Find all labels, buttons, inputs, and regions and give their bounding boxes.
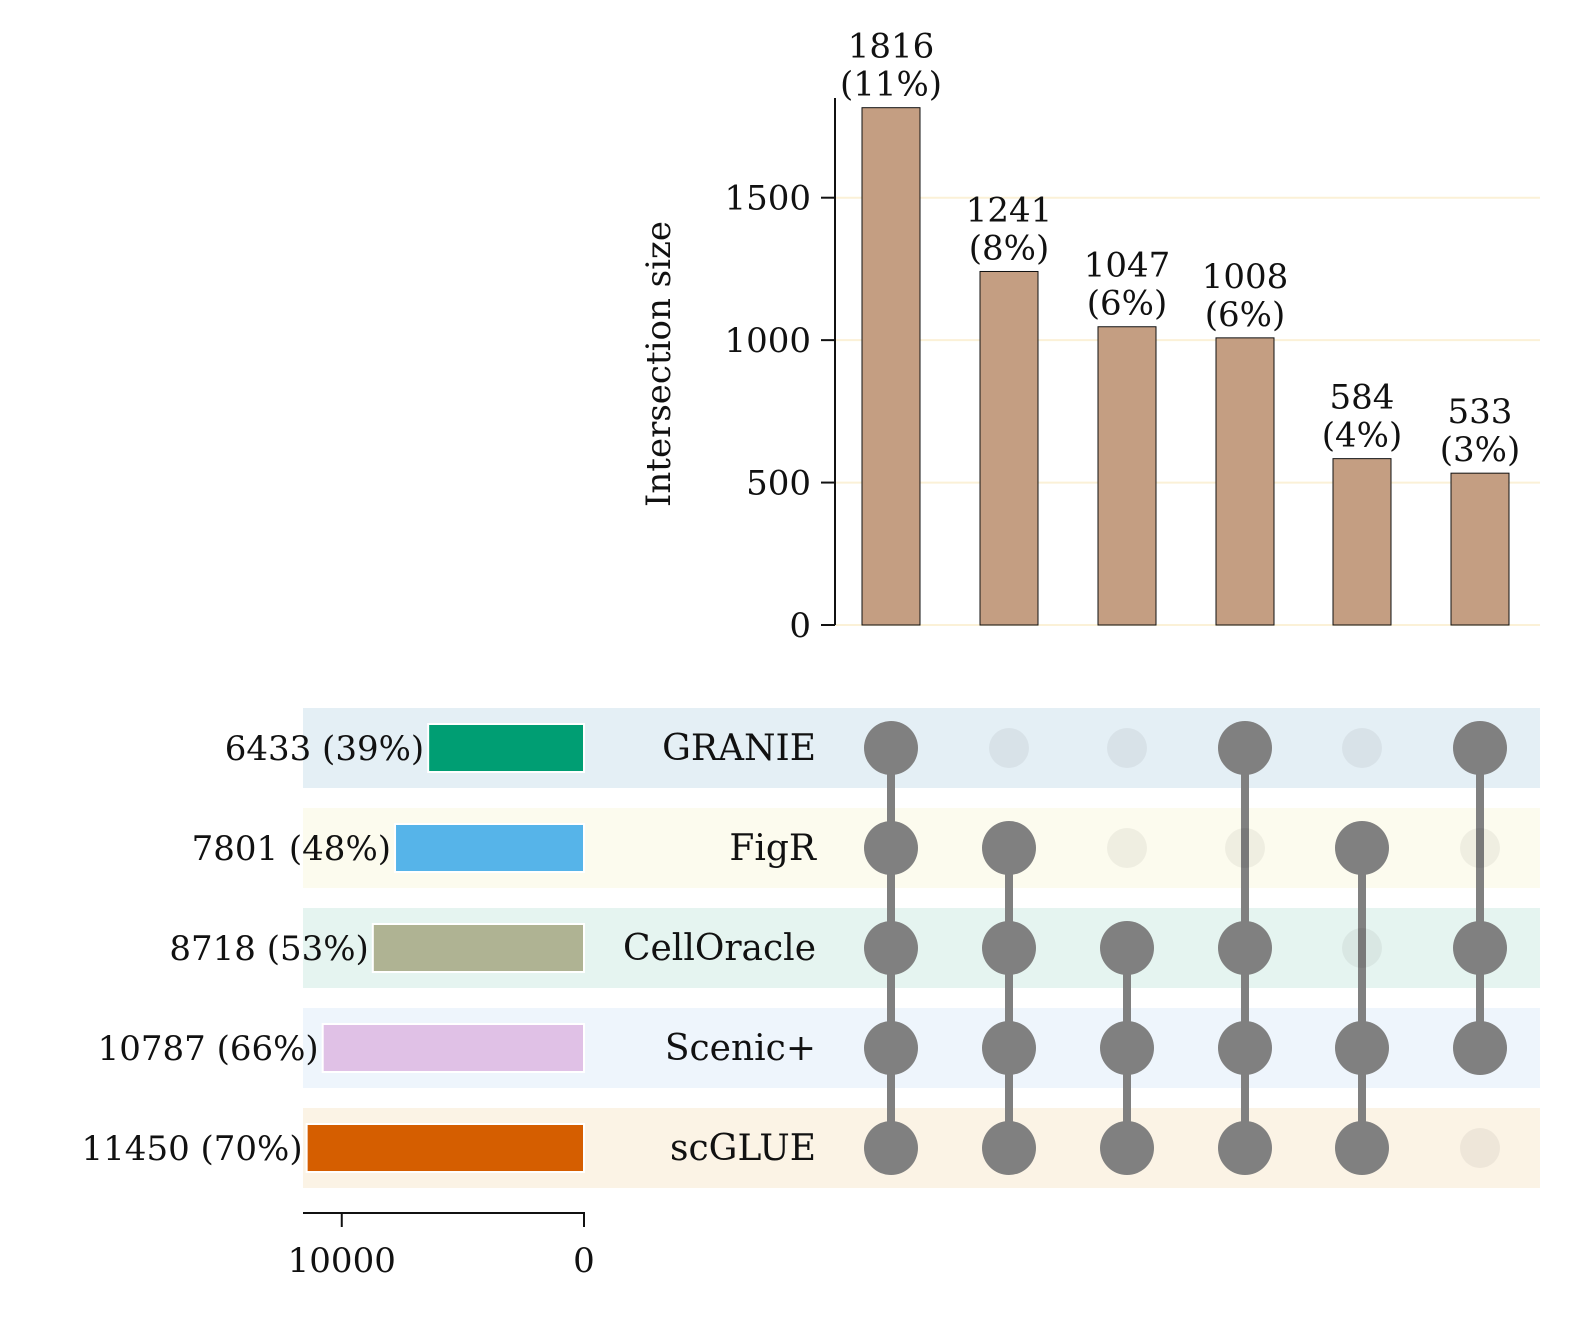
intersection-bar <box>1215 337 1275 626</box>
membership-dot-active <box>982 1021 1036 1075</box>
membership-dot-inactive <box>1107 828 1147 868</box>
intersection-bar <box>979 270 1039 626</box>
membership-dot-active <box>1218 721 1272 775</box>
intersection-bar-labels: 1816(11%)1241(8%) 1047(6%)1008(6%)584(4%)… <box>840 27 1520 470</box>
set-size-bar <box>427 723 585 773</box>
intersection-bar <box>1332 458 1392 626</box>
membership-dot-active <box>864 1121 918 1175</box>
set-size-x-axis: 10000 0 <box>288 1212 595 1281</box>
membership-dot-active <box>982 1121 1036 1175</box>
membership-dot-active <box>982 921 1036 975</box>
membership-dot-active <box>1453 921 1507 975</box>
intersection-bar <box>861 107 921 626</box>
membership-dot-active <box>864 721 918 775</box>
set-size-label: 11450 (70%) <box>82 1129 303 1169</box>
membership-matrix <box>864 721 1507 1175</box>
set-name: FigR <box>729 828 817 869</box>
intersection-y-axis: Intersection size 0 500 1000 1500 <box>639 98 836 646</box>
membership-dot-active <box>1100 1121 1154 1175</box>
intersection-bar-count: 1047 <box>1084 246 1171 286</box>
intersection-gridlines <box>835 196 1540 626</box>
membership-dot-active <box>1218 1021 1272 1075</box>
intersection-bar-count: 533 <box>1448 392 1513 432</box>
membership-dot-active <box>1100 1021 1154 1075</box>
membership-dot-active <box>1335 1021 1389 1075</box>
membership-dot-active <box>1218 921 1272 975</box>
intersection-bar-count: 1816 <box>848 27 935 67</box>
membership-dot-active <box>1100 921 1154 975</box>
intersection-bar-count: 1008 <box>1202 257 1289 297</box>
set-size-label: 10787 (66%) <box>98 1029 319 1069</box>
set-name: CellOracle <box>623 928 816 969</box>
membership-dot-inactive <box>1460 1128 1500 1168</box>
intersection-bar <box>1097 326 1157 626</box>
set-size-labels: 6433 (39%) 7801 (48%) 8718 (53%) 10787 (66%… <box>82 729 425 1169</box>
set-name: scGLUE <box>670 1128 816 1169</box>
intersection-bar-percent: (6%) <box>1087 284 1167 324</box>
set-size-bar <box>321 1023 585 1073</box>
y-tick-label: 1500 <box>724 179 811 219</box>
membership-dot-active <box>864 1021 918 1075</box>
membership-dot-inactive <box>1225 828 1265 868</box>
intersection-bar-percent: (11%) <box>840 65 942 105</box>
intersection-bar <box>1450 472 1510 626</box>
set-names: GRANIE FigR CellOracle Scenic+ scGLUE <box>623 728 817 1169</box>
membership-dot-active <box>1453 721 1507 775</box>
membership-dot-inactive <box>1460 828 1500 868</box>
intersection-bar-count: 584 <box>1330 378 1395 418</box>
x-tick-label: 0 <box>573 1241 595 1281</box>
set-size-label: 7801 (48%) <box>192 829 391 869</box>
intersection-bar-percent: (3%) <box>1440 430 1520 470</box>
membership-dot-inactive <box>1342 928 1382 968</box>
membership-dot-active <box>1335 1121 1389 1175</box>
membership-dot-active <box>982 821 1036 875</box>
membership-dot-active <box>1335 821 1389 875</box>
set-size-bars <box>305 723 585 1173</box>
intersection-bars <box>861 107 1510 626</box>
set-size-bar <box>305 1123 585 1173</box>
set-size-bar <box>394 823 585 873</box>
x-tick-label: 10000 <box>288 1241 396 1281</box>
membership-dot-active <box>1453 1021 1507 1075</box>
set-size-bar <box>371 923 585 973</box>
intersection-y-axis-label: Intersection size <box>639 221 679 507</box>
membership-dot-inactive <box>989 728 1029 768</box>
intersection-bar-count: 1241 <box>966 190 1053 230</box>
membership-dot-inactive <box>1342 728 1382 768</box>
set-size-label: 8718 (53%) <box>169 929 368 969</box>
membership-dot-inactive <box>1107 728 1147 768</box>
y-tick-label: 0 <box>789 606 811 646</box>
y-tick-label: 500 <box>746 464 811 504</box>
membership-dot-active <box>864 821 918 875</box>
set-name: GRANIE <box>662 728 816 769</box>
set-name: Scenic+ <box>665 1028 816 1069</box>
y-tick-label: 1000 <box>724 321 811 361</box>
intersection-bar-percent: (4%) <box>1322 416 1402 456</box>
intersection-bar-percent: (8%) <box>969 228 1049 268</box>
membership-dot-active <box>864 921 918 975</box>
membership-dot-active <box>1218 1121 1272 1175</box>
set-size-label: 6433 (39%) <box>225 729 424 769</box>
intersection-bar-percent: (6%) <box>1205 295 1285 335</box>
